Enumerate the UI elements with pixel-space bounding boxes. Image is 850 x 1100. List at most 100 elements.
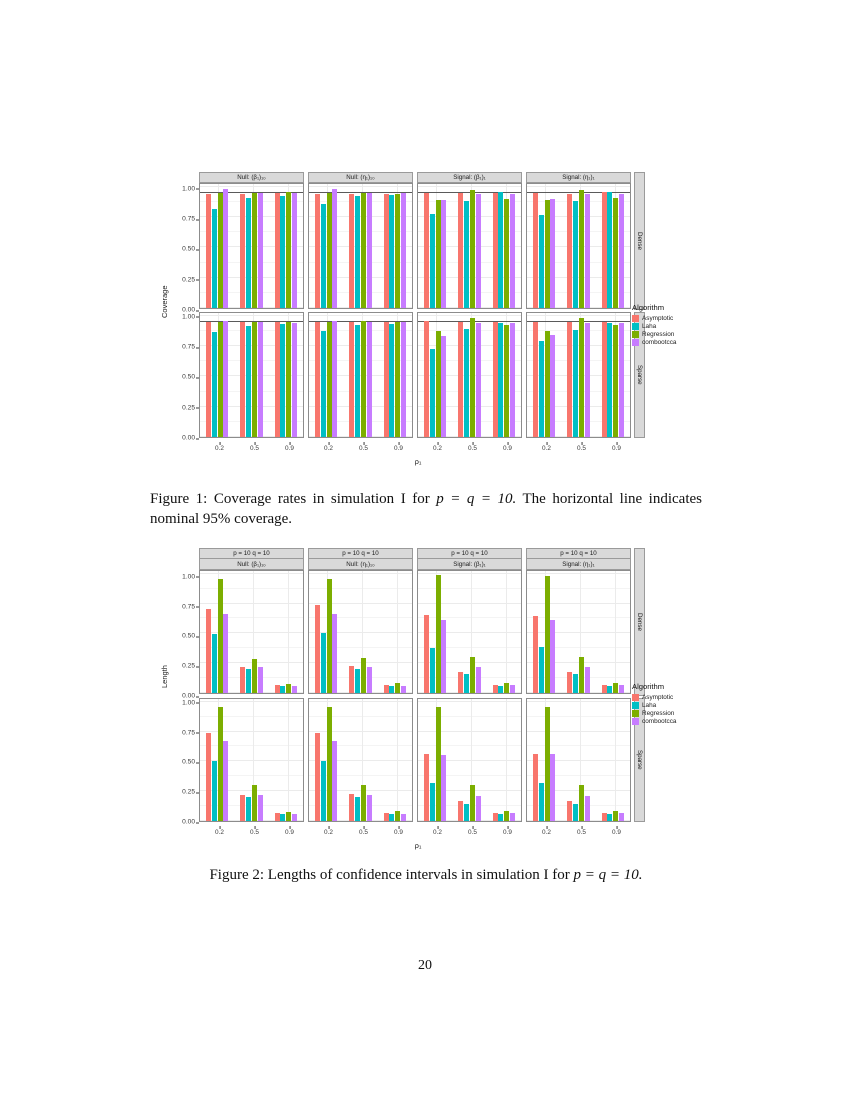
bar-regression — [217, 321, 223, 437]
bar-regression — [326, 321, 332, 437]
gridline-vertical — [361, 571, 363, 693]
bar-laha — [429, 348, 435, 437]
bar-asymptotic — [240, 667, 246, 693]
gridline-minor — [527, 715, 630, 717]
fig2-strip-col: Null: (β₁)₁₀ — [199, 559, 304, 570]
fig2-legend-item[interactable]: Regression — [632, 710, 676, 717]
gridline — [309, 572, 412, 574]
fig1-panel — [308, 183, 413, 309]
fig2-x-axis-panel: 0.2 0.5 0.9 — [420, 826, 525, 840]
gridline — [309, 276, 412, 278]
fig2-y-tick: 0.00 — [182, 818, 199, 826]
fig2-legend-item[interactable]: combootcca — [632, 718, 676, 725]
bar-group — [596, 571, 630, 693]
bar-laha — [355, 195, 361, 308]
gridline-minor — [418, 745, 521, 747]
gridline — [418, 216, 521, 218]
bar-asymptotic — [349, 321, 355, 437]
bar-combootcca — [400, 813, 406, 821]
gridline — [200, 692, 303, 693]
gridline-minor — [418, 390, 521, 392]
bar-laha — [355, 796, 361, 821]
gridline-minor — [527, 647, 630, 649]
fig2-legend-item[interactable]: Asymptotic — [632, 694, 676, 701]
bar-group — [487, 699, 521, 821]
bar-regression — [395, 811, 401, 821]
gridline — [200, 790, 303, 792]
bar-laha — [464, 200, 470, 308]
fig2-y-tick: 0.75 — [182, 603, 199, 611]
fig1-legend-item[interactable]: combootcca — [632, 339, 676, 346]
fig2-panel-grid: p = 10 q = 10 Null: (β₁)₁₀ p = 10 q = 10 Nu… — [199, 548, 645, 822]
bar-laha — [280, 195, 286, 308]
gridline — [418, 185, 521, 187]
bar-regression — [435, 200, 441, 308]
fig1-y-tick: 1.00 — [182, 313, 199, 321]
fig1-strip-col: Signal: (η₁)₁ — [526, 172, 631, 183]
bar-laha — [320, 203, 326, 308]
fig1-x-axis: 0.2 0.5 0.9 0.2 0.5 0.9 0.2 0.5 0.9 0.2 0.5 0.9 — [202, 442, 645, 456]
bar-combootcca — [550, 335, 556, 437]
fig2-panel — [308, 698, 413, 822]
gridline-minor — [418, 420, 521, 422]
gridline — [200, 185, 303, 187]
bar-combootcca — [509, 813, 515, 821]
gridline-minor — [309, 231, 412, 233]
bar-regression — [326, 192, 332, 308]
fig2-x-tick: 0.2 — [324, 826, 333, 836]
fig2-x-tick: 0.9 — [285, 826, 294, 836]
gridline-minor — [527, 745, 630, 747]
bar-asymptotic — [274, 321, 280, 437]
bar-asymptotic — [240, 193, 246, 308]
gridline — [527, 572, 630, 574]
fig1-legend-item[interactable]: Asymptotic — [632, 315, 676, 322]
gridline-minor — [200, 201, 303, 202]
bar-regression — [360, 658, 366, 693]
gridline — [309, 375, 412, 377]
bar-combootcca — [257, 667, 263, 693]
fig1-y-tick: 0.25 — [182, 404, 199, 412]
bar-regression — [360, 192, 366, 308]
fig2-y-axis-label: Length — [160, 665, 169, 689]
bar-group-container — [200, 699, 303, 821]
fig2-legend-item[interactable]: Laha — [632, 702, 676, 709]
bar-asymptotic — [314, 321, 320, 437]
fig1-x-tick: 0.5 — [359, 442, 368, 452]
bar-combootcca — [223, 188, 229, 308]
bar-regression — [613, 197, 619, 308]
bar-group — [561, 571, 595, 693]
gridline — [527, 632, 630, 634]
fig1-x-axis-panel: 0.2 0.5 0.9 — [202, 442, 307, 456]
gridline-minor — [309, 291, 412, 293]
fig1-caption-text2: The horizontal line indicates nominal 95… — [150, 491, 702, 527]
bar-asymptotic — [458, 321, 464, 437]
bar-regression — [544, 199, 550, 308]
fig2-legend-swatch-laha — [632, 702, 639, 709]
fig1-strip-col: Null: (β₁)₁₀ — [199, 172, 304, 183]
gridline-minor — [309, 617, 412, 619]
bar-laha — [538, 647, 544, 693]
bar-combootcca — [332, 740, 338, 821]
bar-combootcca — [618, 193, 624, 308]
fig1-legend-item[interactable]: Laha — [632, 323, 676, 330]
fig2-x-tick: 0.5 — [468, 826, 477, 836]
bar-group — [378, 184, 412, 308]
gridline-minor — [200, 647, 303, 649]
gridline-minor — [418, 291, 521, 293]
bar-laha — [320, 632, 326, 693]
fig1-legend-item[interactable]: Regression — [632, 331, 676, 338]
gridline-minor — [309, 745, 412, 747]
bar-combootcca — [332, 188, 338, 308]
bar-group — [269, 699, 303, 821]
gridline — [418, 276, 521, 278]
bar-asymptotic — [314, 193, 320, 308]
gridline-minor — [200, 715, 303, 717]
bar-group — [487, 184, 521, 308]
bar-group — [596, 699, 630, 821]
gridline — [418, 820, 521, 821]
bar-regression — [251, 659, 257, 693]
bar-asymptotic — [349, 794, 355, 821]
bar-regression — [360, 321, 366, 437]
fig1-legend-label: combootcca — [642, 339, 677, 346]
bar-group — [527, 313, 561, 437]
